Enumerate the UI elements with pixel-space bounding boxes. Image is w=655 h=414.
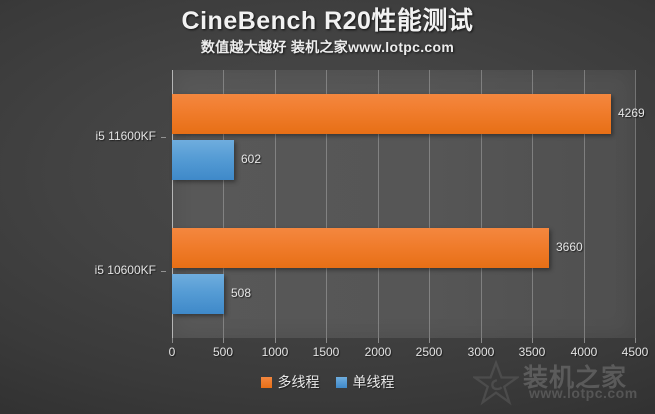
x-axis-tick-label: 1000: [261, 345, 289, 359]
x-axis-tick-label: 1500: [312, 345, 340, 359]
bar: [172, 274, 224, 314]
y-axis-category-label: i5 10600KF: [94, 263, 156, 277]
gridline-4000: [584, 70, 585, 338]
gridline-2500: [429, 70, 430, 338]
chart-subtitle: 数值越大越好 装机之家www.lotpc.com: [200, 39, 455, 55]
bar: [172, 140, 234, 180]
gridline-500: [223, 70, 224, 338]
bar: [172, 228, 549, 268]
gridline-3500: [532, 70, 533, 338]
title-block: CineBench R20性能测试 数值越大越好 装机之家www.lotpc.c…: [0, 6, 655, 56]
x-axis-tick: [223, 338, 224, 343]
legend-swatch-icon: [260, 376, 272, 388]
x-axis-tick-label: 2500: [415, 345, 443, 359]
x-axis-tick: [172, 338, 173, 343]
legend-swatch-icon: [335, 376, 347, 388]
legend-item[interactable]: 单线程: [335, 372, 395, 392]
gridline-3000: [481, 70, 482, 338]
chart-legend: 多线程 单线程: [0, 372, 655, 392]
y-axis-tick: [161, 137, 166, 138]
x-axis-tick: [635, 338, 636, 343]
x-axis-labels: 0 500 1000 1500 2000 2500 3000 3500 4000 4500: [0, 338, 655, 364]
x-axis-tick-label: 3000: [467, 345, 495, 359]
x-axis-tick: [326, 338, 327, 343]
gridline-4500: [635, 70, 636, 338]
gridline-0: [172, 70, 173, 338]
x-axis-tick-label: 0: [168, 345, 176, 359]
gridline-1500: [326, 70, 327, 338]
x-axis-tick-label: 2000: [364, 345, 392, 359]
x-axis-tick: [481, 338, 482, 343]
gridline-2000: [378, 70, 379, 338]
y-axis-category-label: i5 11600KF: [95, 129, 157, 143]
x-axis-tick-label: 4500: [621, 345, 649, 359]
bar-value-label: 4269: [618, 106, 645, 120]
bar-value-label: 602: [241, 152, 262, 166]
bar: [172, 94, 611, 134]
legend-label: 多线程: [277, 374, 320, 390]
x-axis-tick: [378, 338, 379, 343]
chart-title: CineBench R20性能测试: [181, 7, 474, 35]
gridline-1000: [275, 70, 276, 338]
y-axis-tick: [161, 271, 166, 272]
x-axis-tick-label: 3500: [518, 345, 546, 359]
x-axis-tick: [532, 338, 533, 343]
x-axis-tick: [584, 338, 585, 343]
y-axis-labels: i5 11600KF i5 10600KF: [0, 70, 166, 338]
x-axis-tick-label: 500: [212, 345, 234, 359]
x-axis-tick: [275, 338, 276, 343]
x-axis-tick: [429, 338, 430, 343]
plot-area: 4269 602 3660 508: [172, 70, 645, 338]
legend-item[interactable]: 多线程: [260, 372, 320, 392]
x-axis-tick-label: 4000: [570, 345, 598, 359]
bar-value-label: 508: [231, 286, 252, 300]
legend-label: 单线程: [352, 374, 395, 390]
bar-value-label: 3660: [556, 240, 583, 254]
